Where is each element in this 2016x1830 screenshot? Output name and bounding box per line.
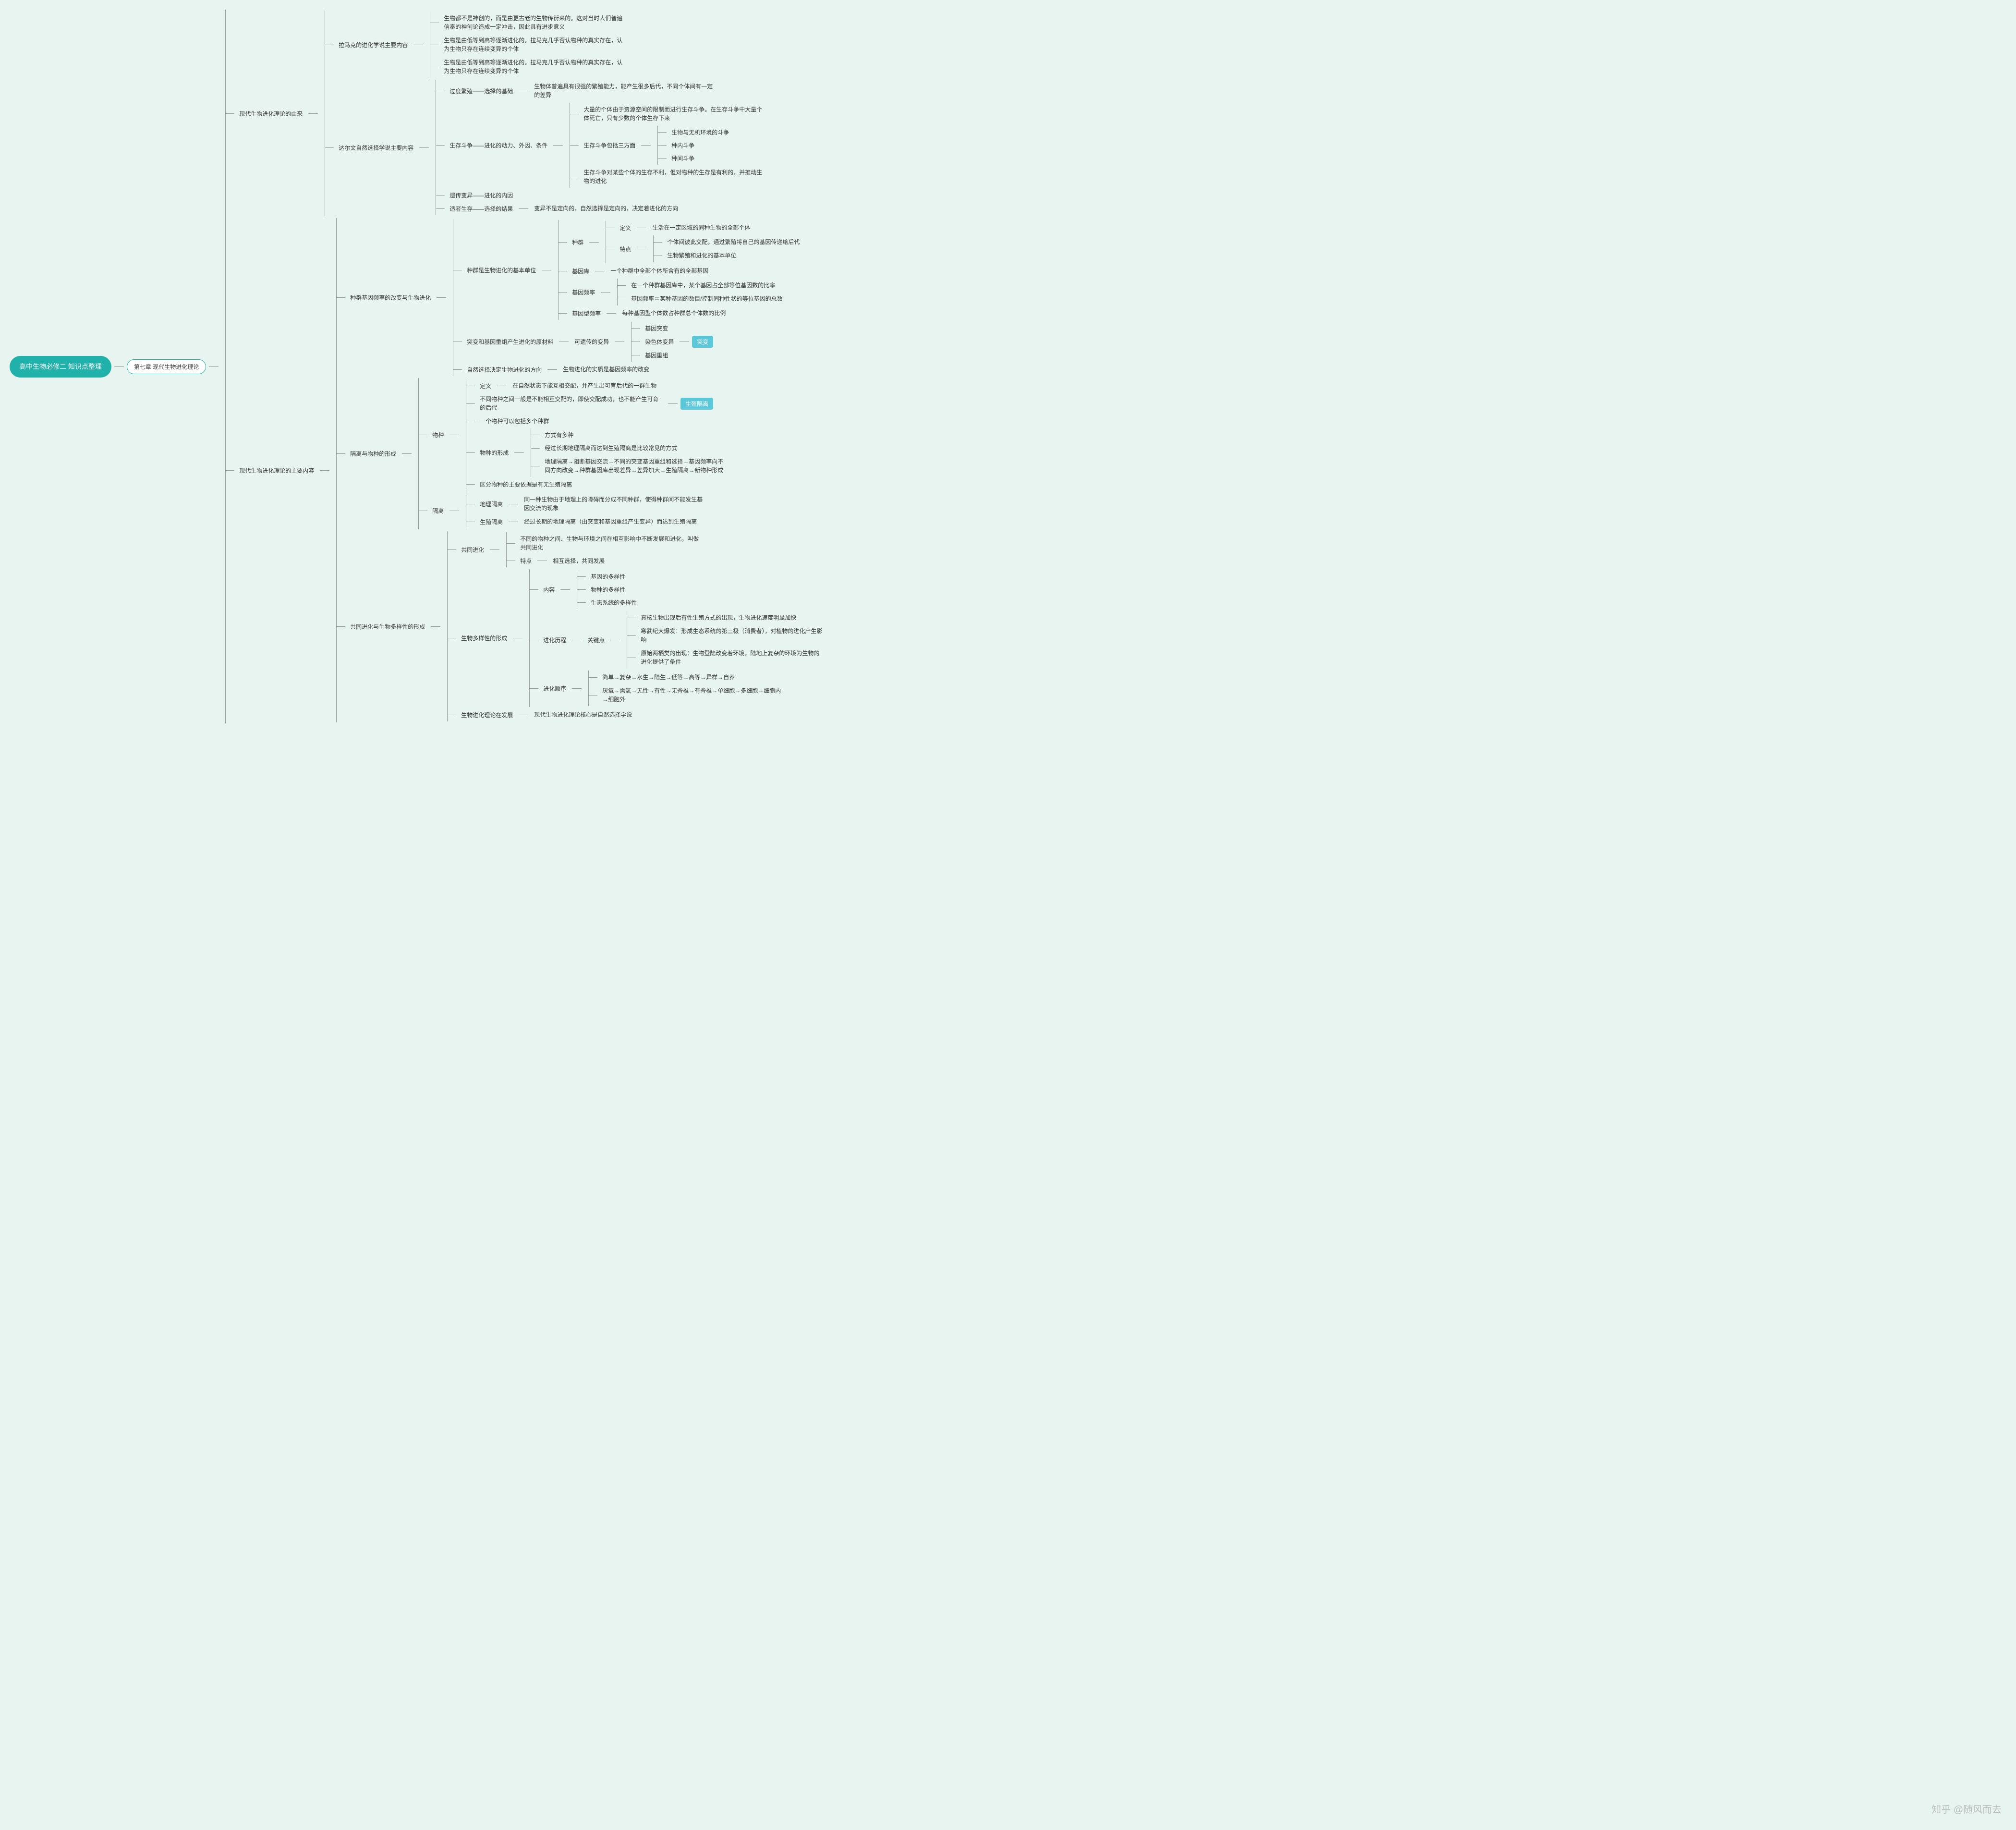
key[interactable]: 关键点 <box>584 634 607 646</box>
geno[interactable]: 基因型频率 <box>569 308 604 319</box>
coev-feat-c: 相互选择，共同发展 <box>550 555 607 566</box>
d2c1: 大量的个体由于资源空间的限制而进行生存斗争。在生存斗争中大量个体死亡，只有少数的… <box>581 104 769 124</box>
mut-b: 染色体变异 <box>642 336 677 347</box>
dev-c: 现代生物进化理论核心是自然选择学说 <box>531 709 635 720</box>
key-b: 寒武纪大爆发：形成生态系统的第三极（消费者），对植物的进化产生影响 <box>638 625 826 646</box>
sp-form-3: 地理隔离→阻断基因交流→不同的突变基因重组和选择→基因频率向不同方向改变→种群基… <box>542 456 730 476</box>
species[interactable]: 物种 <box>429 429 447 440</box>
cont[interactable]: 内容 <box>540 584 558 595</box>
d1c: 生物体普遍具有很强的繁殖能力，能产生很多后代，不同个体间有一定的差异 <box>531 81 719 101</box>
sel-c: 生物进化的实质是基因频率的改变 <box>560 364 652 375</box>
d2c2t[interactable]: 生存斗争包括三方面 <box>581 140 638 151</box>
s2-title[interactable]: 现代生物进化理论的主要内容 <box>236 465 317 476</box>
sp-def-c: 在自然状态下能互相交配，并产生出可育后代的一群生物 <box>510 380 659 391</box>
sp-form-1: 方式有多种 <box>542 429 576 440</box>
d2[interactable]: 生存斗争——进化的动力、外因、条件 <box>447 140 550 151</box>
mut-badge[interactable]: 突变 <box>692 336 713 348</box>
freq-2: 基因频率＝某种基因的数目/控制同种性状的等位基因的总数 <box>628 293 785 305</box>
coev[interactable]: 共同进化 <box>458 544 487 555</box>
dev[interactable]: 生物进化理论在发展 <box>458 709 516 720</box>
hist[interactable]: 进化历程 <box>540 634 569 646</box>
d2c3: 生存斗争对某些个体的生存不利，但对物种的生存是有利的，并推动生物的进化 <box>581 167 769 187</box>
coev-1: 不同的物种之间、生物与环境之间在相互影响中不断发展和进化，叫做共同进化 <box>517 533 705 553</box>
order-a: 简单→复杂→水生→陆生→低等→高等→异样→自养 <box>599 671 738 683</box>
d3[interactable]: 遗传变异——进化的内因 <box>447 190 516 201</box>
pop-def-c: 生活在一定区域的同种生物的全部个体 <box>649 222 753 233</box>
cont-b: 物种的多样性 <box>588 584 628 595</box>
geo-c: 同一种生物由于地理上的障碍而分成不同种群，使得种群间不能发生基因交流的现象 <box>521 494 709 514</box>
d2c2c: 种间斗争 <box>668 153 697 164</box>
darwin[interactable]: 达尔文自然选择学说主要内容 <box>336 142 416 153</box>
pool[interactable]: 基因库 <box>569 266 592 277</box>
cont-a: 基因的多样性 <box>588 571 628 582</box>
order-b: 厌氧→需氧→无性→有性→无脊椎→有脊椎→单细胞→多细胞→细胞内→细胞外 <box>599 685 788 705</box>
pop-feat[interactable]: 特点 <box>617 244 634 255</box>
freq-1: 在一个种群基因库中，某个基因占全部等位基因数的比率 <box>628 280 778 291</box>
root-node[interactable]: 高中生物必修二 知识点整理 <box>10 356 111 378</box>
sp-form-2: 经过长期地理隔离而达到生殖隔离是比较常见的方式 <box>542 442 680 454</box>
sel[interactable]: 自然选择决定生物进化的方向 <box>464 364 545 375</box>
her[interactable]: 可遗传的变异 <box>571 336 612 347</box>
key-a: 真核生物出现后有性生殖方式的出现，生物进化速度明显加快 <box>638 612 799 623</box>
lamarck[interactable]: 拉马克的进化学说主要内容 <box>336 39 411 50</box>
lamarck-1: 生物都不是神创的，而是由更古老的生物传衍来的。这对当时人们普遍信奉的神创论造成一… <box>441 12 629 33</box>
mindmap-root: 高中生物必修二 知识点整理 第七章 现代生物进化理论 现代生物进化理论的由来 拉… <box>10 10 2006 723</box>
iso-badge[interactable]: 生殖隔离 <box>680 398 713 410</box>
mut[interactable]: 突变和基因重组产生进化的原材料 <box>464 336 556 347</box>
sp-iso: 不同物种之间一般是不能相互交配的，即使交配成功，也不能产生可育的后代 <box>477 393 665 414</box>
pool-c: 一个种群中全部个体所含有的全部基因 <box>607 265 711 277</box>
d4[interactable]: 适者生存——选择的结果 <box>447 203 516 214</box>
lamarck-2: 生物是由低等到高等逐渐进化的。拉马克几乎否认物种的真实存在，认为生物只存在连续变… <box>441 35 629 55</box>
geno-c: 每种基因型个体数占种群总个体数的比例 <box>619 307 729 319</box>
rep[interactable]: 生殖隔离 <box>477 516 506 527</box>
mut-a: 基因突变 <box>642 323 671 334</box>
pop[interactable]: 种群 <box>569 237 586 248</box>
pop-feat-1: 个体间彼此交配，通过繁殖将自己的基因传递给后代 <box>664 236 802 248</box>
pop-def[interactable]: 定义 <box>617 222 634 233</box>
chapter-node[interactable]: 第七章 现代生物进化理论 <box>127 359 206 374</box>
unit[interactable]: 种群是生物进化的基本单位 <box>464 265 539 276</box>
p2[interactable]: 隔离与物种的形成 <box>347 448 399 459</box>
p1[interactable]: 种群基因频率的改变与生物进化 <box>347 292 434 303</box>
sp-form[interactable]: 物种的形成 <box>477 447 511 458</box>
p3[interactable]: 共同进化与生物多样性的形成 <box>347 621 428 632</box>
isolation[interactable]: 隔离 <box>429 505 447 516</box>
order[interactable]: 进化顺序 <box>540 683 569 694</box>
geo[interactable]: 地理隔离 <box>477 499 506 510</box>
key-c: 原始两栖类的出现：生物登陆改变着环境，陆地上复杂的环境为生物的进化提供了条件 <box>638 647 826 668</box>
d1[interactable]: 过度繁殖——选择的基础 <box>447 85 516 97</box>
mut-c: 基因重组 <box>642 350 671 361</box>
watermark: 知乎 @随风而去 <box>1931 1802 2002 1816</box>
d2c2b: 种内斗争 <box>668 140 697 151</box>
coev-feat[interactable]: 特点 <box>517 555 534 566</box>
cont-c: 生态系统的多样性 <box>588 597 640 608</box>
s1-title[interactable]: 现代生物进化理论的由来 <box>236 108 305 119</box>
pop-feat-2: 生物繁殖和进化的基本单位 <box>664 250 739 261</box>
sp-def[interactable]: 定义 <box>477 380 494 391</box>
lamarck-3: 生物是由低等到高等逐渐进化的。拉马克几乎否认物种的真实存在，认为生物只存在连续变… <box>441 57 629 77</box>
sp-multi: 一个物种可以包括多个种群 <box>477 415 552 427</box>
d2c2a: 生物与无机环境的斗争 <box>668 127 732 138</box>
d4c: 变异不是定向的，自然选择是定向的，决定着进化的方向 <box>531 203 681 214</box>
rep-c: 经过长期的地理隔离（由突变和基因重组产生变异）而达到生殖隔离 <box>521 516 700 527</box>
div[interactable]: 生物多样性的形成 <box>458 633 510 644</box>
freq[interactable]: 基因频率 <box>569 287 598 298</box>
sp-dist: 区分物种的主要依据是有无生殖隔离 <box>477 479 575 490</box>
